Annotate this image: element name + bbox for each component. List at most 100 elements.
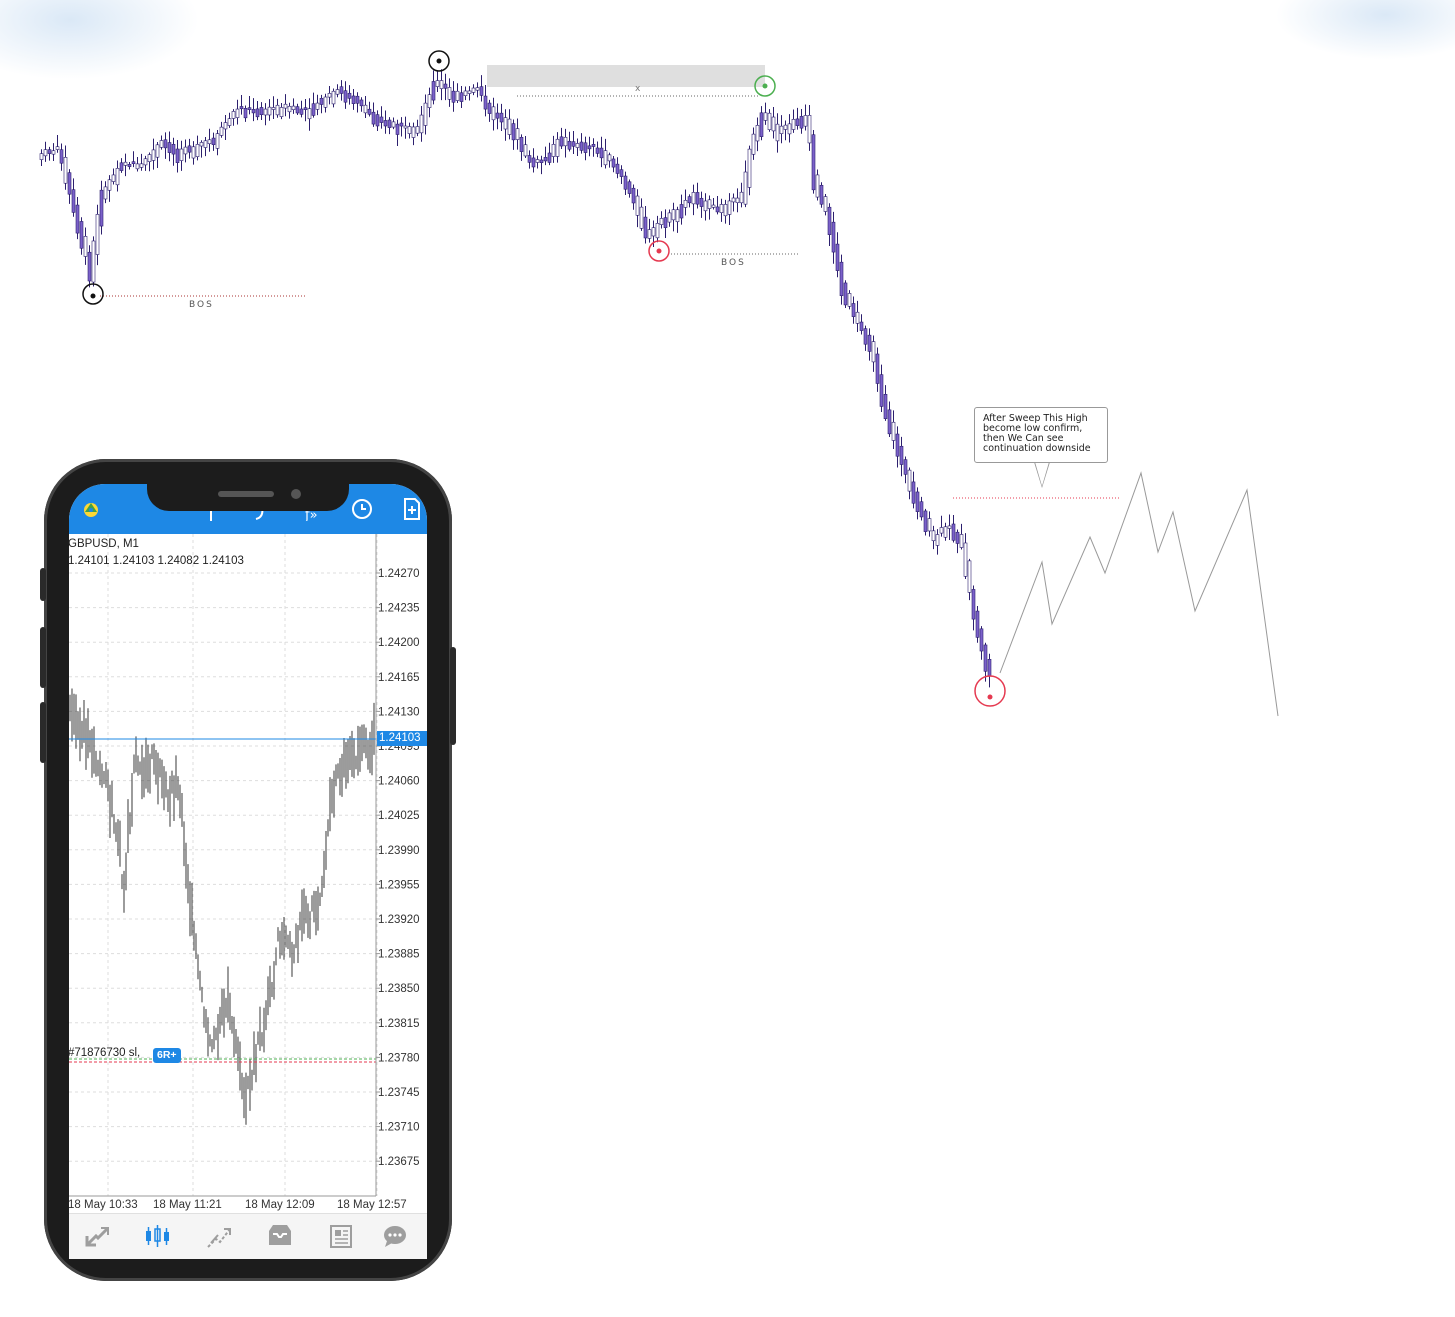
- time-tick-label: 18 May 12:57: [337, 1199, 407, 1211]
- candle-body: [755, 125, 760, 142]
- candle-body: [679, 204, 684, 219]
- candle-body: [343, 90, 348, 103]
- candle-body: [235, 108, 240, 118]
- metatrader-logo-icon[interactable]: [81, 498, 101, 523]
- candle-body: [279, 107, 284, 117]
- candle-body: [695, 192, 700, 205]
- candle-body: [535, 159, 540, 163]
- final-low-dot: [987, 694, 993, 700]
- candle-body: [667, 212, 672, 223]
- candle-body: [851, 303, 856, 317]
- inbox-icon[interactable]: [266, 1223, 294, 1249]
- candle-body: [803, 115, 808, 127]
- order-label[interactable]: #71876730 sl,: [68, 1047, 141, 1059]
- candle-body: [579, 141, 584, 151]
- candle-body: [319, 97, 324, 105]
- candle-body: [483, 95, 488, 110]
- candle-body: [67, 172, 72, 195]
- chat-icon[interactable]: [381, 1223, 409, 1249]
- candle-body: [87, 251, 92, 282]
- phone-side-button: [40, 702, 46, 763]
- candle-body: [159, 140, 164, 148]
- history-icon[interactable]: [206, 1223, 234, 1249]
- candle-body: [619, 169, 624, 177]
- candle-body: [691, 192, 696, 205]
- candle-body: [887, 409, 892, 435]
- price-tick-label: 1.23920: [378, 914, 420, 926]
- phone-candles: [69, 688, 375, 1125]
- candle-body: [951, 523, 956, 541]
- candle-body: [495, 112, 500, 119]
- candle-body: [39, 153, 44, 160]
- order-badge[interactable]: 6R+: [153, 1048, 181, 1063]
- candle-body: [111, 174, 116, 182]
- candle-body: [467, 90, 472, 94]
- candle-body: [663, 217, 668, 228]
- ohlc-label: 1.24101 1.24103 1.24082 1.24103: [68, 555, 244, 567]
- swing-low-dot: [90, 293, 96, 299]
- phone-speaker: [218, 491, 274, 497]
- candle-body: [135, 163, 140, 170]
- candle-body: [843, 282, 848, 306]
- candle-body: [447, 87, 452, 100]
- candle-body: [915, 491, 920, 512]
- candle-body: [71, 189, 76, 213]
- background-glow: [1275, 0, 1455, 60]
- candle-body: [963, 542, 968, 577]
- phone-screen: ƒ»: [69, 484, 427, 1258]
- candle-body: [779, 125, 784, 134]
- candle-body: [715, 206, 720, 213]
- candle-body: [323, 96, 328, 108]
- candle-body: [75, 204, 80, 234]
- background-glow: [0, 0, 200, 80]
- candle-body: [607, 154, 612, 162]
- candle-body: [739, 191, 744, 204]
- candle-body: [375, 114, 380, 127]
- candle-body: [47, 149, 52, 154]
- candle-body: [295, 106, 300, 114]
- price-tick-label: 1.24200: [378, 637, 420, 649]
- candle-body: [231, 111, 236, 119]
- new-order-icon[interactable]: [403, 498, 421, 525]
- candle-body: [379, 116, 384, 123]
- candle-body: [523, 144, 528, 157]
- candle-body: [895, 433, 900, 457]
- candle-body: [91, 240, 96, 283]
- symbol-label: GBPUSD, M1: [68, 538, 139, 550]
- current-price-badge: 1.24103: [377, 731, 427, 746]
- candle-body: [819, 184, 824, 205]
- quotes-chart-icon[interactable]: [144, 1223, 172, 1249]
- candle-body: [327, 93, 332, 98]
- candle-body: [575, 143, 580, 148]
- candle-body: [155, 144, 160, 158]
- candle-body: [907, 469, 912, 492]
- news-icon[interactable]: [328, 1223, 356, 1249]
- objects-icon[interactable]: ƒ»: [304, 504, 327, 526]
- timeframe-clock-icon[interactable]: [351, 498, 373, 525]
- trade-icon[interactable]: [84, 1223, 112, 1249]
- candle-body: [735, 197, 740, 204]
- candle-body: [215, 133, 220, 149]
- candle-body: [251, 109, 256, 114]
- final-low-marker: [974, 675, 1006, 707]
- candle-body: [703, 200, 708, 212]
- candle-body: [455, 90, 460, 101]
- candle-body: [939, 527, 944, 534]
- candle-body: [387, 119, 392, 128]
- candle-body: [459, 92, 464, 102]
- candle-body: [543, 157, 548, 162]
- price-chart[interactable]: 1.24270 1.24235 1.24200 1.24165 1.24130 1.240…: [69, 534, 427, 1214]
- candle-body: [347, 92, 352, 99]
- candle-body: [863, 328, 868, 345]
- candle-body: [487, 102, 492, 114]
- price-tick-label: 1.23990: [378, 845, 420, 857]
- candle-body: [119, 162, 124, 171]
- time-tick-label: 18 May 11:21: [153, 1199, 222, 1211]
- candle-body: [747, 148, 752, 188]
- candle-body: [247, 107, 252, 110]
- candle-body: [307, 108, 312, 120]
- candle-body: [479, 86, 484, 96]
- candle-body: [783, 124, 788, 130]
- candle-body: [351, 95, 356, 104]
- candle-body: [911, 481, 916, 504]
